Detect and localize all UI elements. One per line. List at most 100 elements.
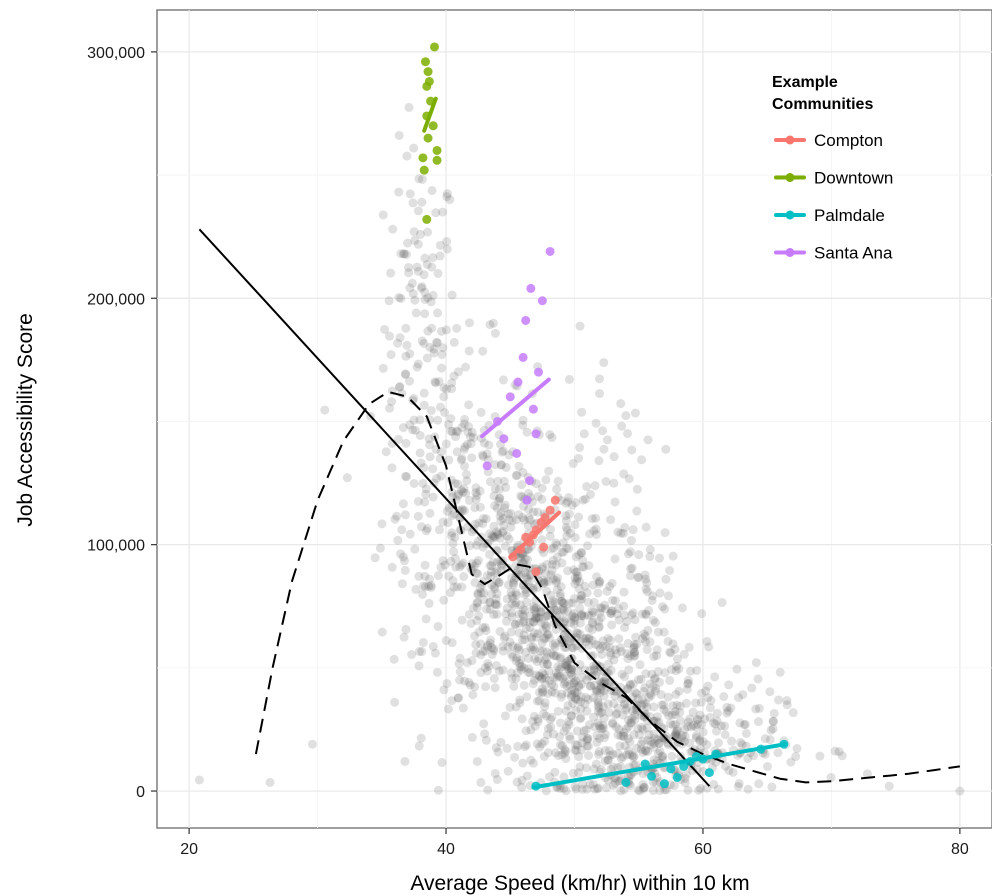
background-point [594, 456, 604, 466]
background-point [685, 714, 695, 724]
background-point [671, 728, 681, 738]
downtown-point [422, 214, 432, 224]
background-point [528, 758, 538, 768]
santa-ana-point [518, 352, 528, 362]
background-point [575, 595, 585, 605]
background-point [590, 481, 600, 491]
background-point [530, 645, 540, 655]
background-point [733, 781, 743, 791]
background-point [398, 499, 408, 509]
background-point [741, 728, 751, 738]
background-point [511, 702, 521, 712]
background-point [470, 503, 480, 513]
background-point [425, 508, 435, 518]
background-point [467, 732, 477, 742]
background-point [688, 765, 698, 775]
background-point [570, 688, 580, 698]
background-point [566, 711, 576, 721]
background-point [421, 614, 431, 624]
background-point [409, 415, 419, 425]
background-point [550, 598, 560, 608]
background-point [625, 651, 635, 661]
background-point [629, 751, 639, 761]
background-point [583, 541, 593, 551]
background-point [574, 584, 584, 594]
background-point [396, 249, 406, 259]
background-point [625, 679, 635, 689]
background-point [493, 530, 503, 540]
background-point [511, 515, 521, 525]
background-point [578, 495, 588, 505]
background-point [520, 589, 530, 599]
background-point [438, 517, 448, 527]
background-point [495, 533, 505, 543]
background-point [595, 688, 605, 698]
background-point [574, 682, 584, 692]
background-point [514, 609, 524, 619]
background-point [513, 565, 523, 575]
background-point [489, 521, 499, 531]
background-point [420, 253, 430, 263]
background-point [568, 643, 578, 653]
background-point [643, 435, 653, 445]
background-point [496, 460, 506, 470]
background-point [496, 460, 506, 470]
background-point [420, 287, 430, 297]
background-point [498, 528, 508, 538]
background-point [487, 530, 497, 540]
background-point [637, 609, 647, 619]
background-point [547, 712, 557, 722]
background-point [515, 698, 525, 708]
downtown-point [428, 121, 438, 131]
background-point [582, 588, 592, 598]
background-point [608, 718, 618, 728]
background-point [534, 613, 544, 623]
background-point [791, 752, 801, 762]
background-point [431, 208, 441, 218]
background-point [652, 756, 662, 766]
background-point [447, 290, 457, 300]
background-point [587, 635, 597, 645]
background-point [533, 716, 543, 726]
background-point [488, 533, 498, 543]
background-point [569, 677, 579, 687]
background-point [563, 688, 573, 698]
background-point [521, 624, 531, 634]
background-point [439, 392, 449, 402]
background-point [545, 606, 555, 616]
background-point [451, 432, 461, 442]
background-point [490, 683, 500, 693]
background-point [639, 629, 649, 639]
background-point [426, 581, 436, 591]
background-point [489, 531, 499, 541]
background-point [583, 610, 593, 620]
background-point [507, 673, 517, 683]
background-point [569, 609, 579, 619]
background-point [634, 550, 644, 560]
y-tick-label: 200,000 [87, 291, 145, 308]
background-point [560, 671, 570, 681]
background-point [520, 742, 530, 752]
background-point [513, 741, 523, 751]
background-point [491, 661, 501, 671]
background-point [763, 762, 773, 772]
background-point [437, 326, 447, 336]
background-point [622, 750, 632, 760]
background-point [671, 689, 681, 699]
background-point [510, 600, 520, 610]
background-point [540, 702, 550, 712]
background-point [588, 693, 598, 703]
background-point [659, 700, 669, 710]
background-point [409, 478, 419, 488]
background-point [401, 369, 411, 379]
background-point [566, 711, 576, 721]
background-point [630, 615, 640, 625]
background-point [576, 591, 586, 601]
background-point [700, 714, 710, 724]
background-point [513, 642, 523, 652]
background-point [630, 650, 640, 660]
santa-ana-point [522, 495, 532, 505]
background-point [768, 716, 778, 726]
background-point [593, 783, 603, 793]
